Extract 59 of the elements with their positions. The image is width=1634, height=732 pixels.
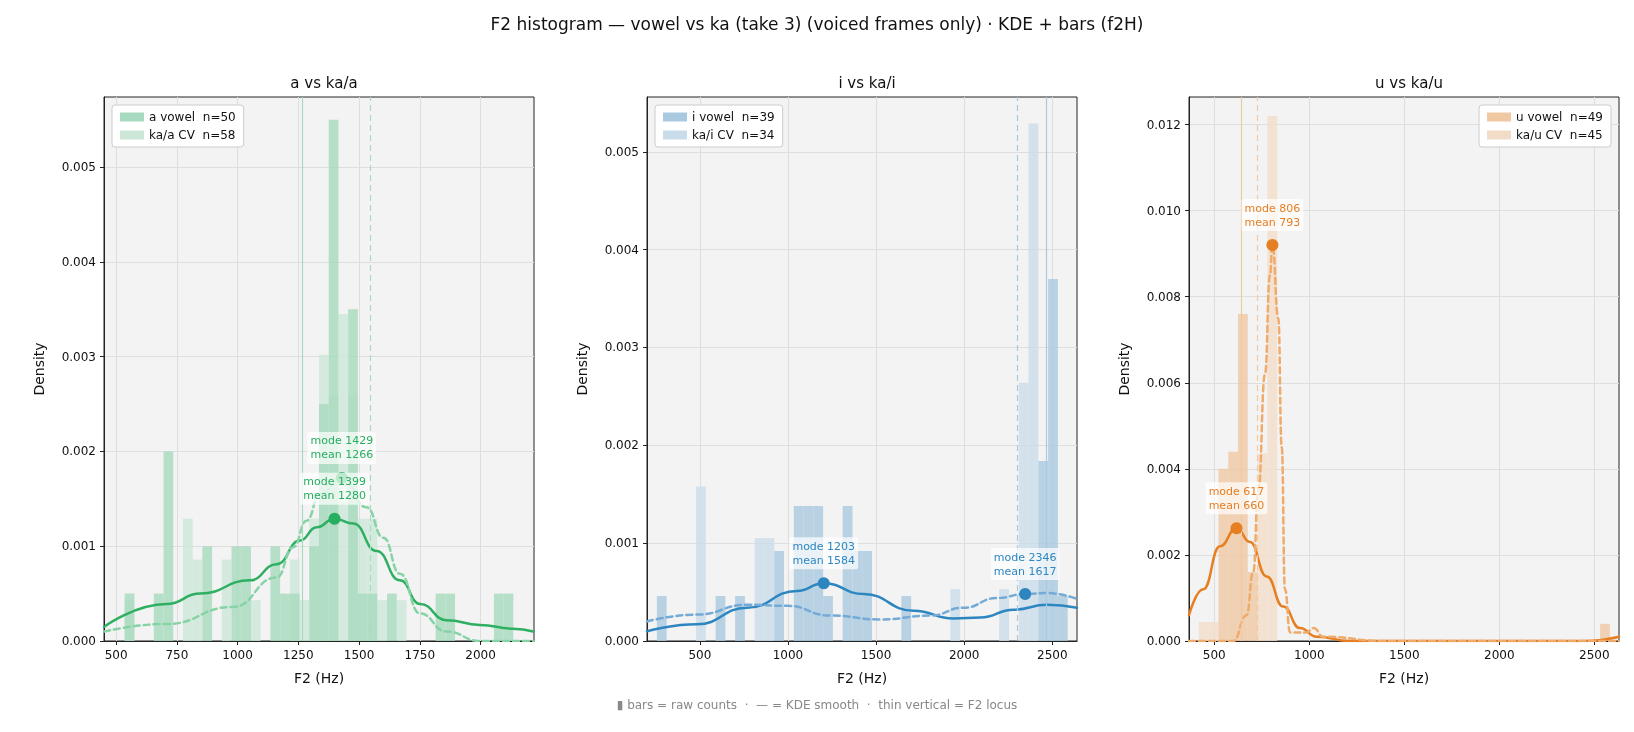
- x-tick-label: 1500: [1389, 648, 1420, 662]
- y-tick-label: 0.003: [61, 349, 96, 364]
- chart-title: i vs ka/i: [838, 73, 896, 92]
- y-tick-label: 0.006: [1146, 375, 1181, 390]
- x-tick-label: 2000: [948, 648, 980, 662]
- y-tick-label: 0.008: [1146, 289, 1181, 304]
- x-tick-label: 500: [688, 648, 712, 662]
- legend-label: ka/i CV n=34: [692, 128, 775, 142]
- y-tick-label: 0.000: [61, 634, 96, 648]
- x-tick-label: 2500: [1579, 648, 1610, 662]
- y-axis-title: Density: [31, 342, 47, 396]
- y-axis-title: Density: [1116, 342, 1132, 396]
- y-tick-label: 0.000: [604, 634, 639, 648]
- x-axis-title: F2 (Hz): [293, 670, 345, 686]
- legend-label: u vowel n=49: [1516, 110, 1603, 124]
- y-tick-label: 0.005: [61, 160, 96, 175]
- y-tick-label: 0.004: [61, 254, 96, 269]
- data-label: mode 806 mean 793: [1244, 201, 1301, 229]
- y-tick-label: 0.002: [1146, 547, 1181, 562]
- x-tick-label: 1000: [222, 648, 253, 662]
- x-tick-label: 2500: [1037, 648, 1068, 662]
- y-tick-label: 0.001: [61, 539, 96, 554]
- y-axis-title: Density: [574, 342, 590, 396]
- x-tick-label: 750: [165, 648, 189, 662]
- x-tick-label: 2000: [1484, 648, 1515, 662]
- legend-label: ka/a CV n=58: [149, 128, 236, 142]
- y-tick-label: 0.003: [604, 340, 639, 355]
- x-tick-label: 2000: [465, 648, 496, 662]
- data-label: mode 2346 mean 1617: [993, 550, 1057, 578]
- data-label: mode 1429 mean 1266: [310, 434, 374, 462]
- x-tick-label: 1500: [343, 648, 375, 662]
- x-tick-label: 1000: [772, 648, 804, 662]
- y-tick-label: 0.000: [1146, 634, 1181, 648]
- legend-label: ka/u CV n=45: [1516, 128, 1603, 142]
- chart-title: u vs ka/u: [1375, 73, 1443, 92]
- legend-label: i vowel n=39: [692, 110, 775, 124]
- text: F2 histogram — vowel vs ka (take 3) (voiced frames only) · KDE + bars (f2H): [489, 14, 1145, 34]
- y-tick-label: 0.002: [61, 444, 96, 459]
- x-tick-label: 1250: [283, 648, 314, 662]
- data-label: mode 617 mean 660: [1208, 484, 1265, 512]
- y-tick-label: 0.004: [1146, 461, 1181, 476]
- x-tick-label: 500: [104, 648, 128, 662]
- data-label: mode 1203 mean 1584: [792, 539, 856, 567]
- x-tick-label: 1500: [860, 648, 892, 662]
- y-tick-label: 0.012: [1146, 117, 1181, 132]
- y-tick-label: 0.010: [1146, 203, 1181, 218]
- y-tick-label: 0.004: [604, 242, 639, 257]
- x-axis-title: F2 (Hz): [836, 670, 888, 686]
- data-label: mode 1399 mean 1280: [303, 475, 366, 503]
- text: ▮ bars = raw counts · — = KDE smooth · thin vertical = F2 locus: [615, 698, 1019, 712]
- y-tick-label: 0.001: [604, 536, 639, 551]
- chart-title: a vs ka/a: [290, 73, 358, 92]
- y-tick-label: 0.002: [604, 438, 639, 453]
- x-tick-label: 500: [1202, 648, 1226, 662]
- y-tick-label: 0.005: [604, 144, 639, 159]
- x-axis-title: F2 (Hz): [1378, 670, 1430, 686]
- x-tick-label: 1750: [404, 648, 436, 662]
- x-tick-label: 1000: [1294, 648, 1325, 662]
- legend-label: a vowel n=50: [149, 110, 236, 124]
